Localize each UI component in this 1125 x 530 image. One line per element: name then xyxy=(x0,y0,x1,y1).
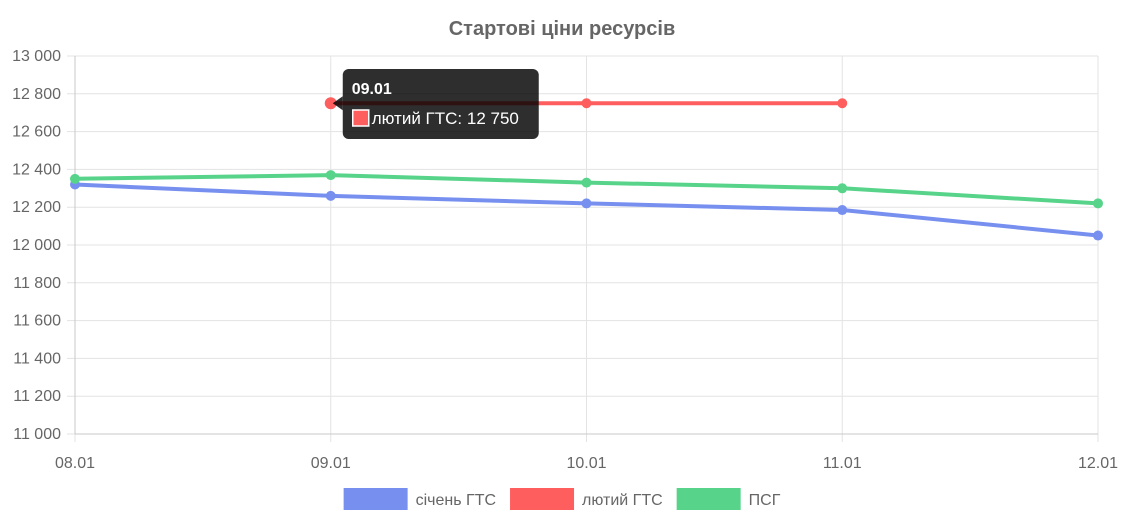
x-tick-label: 09.01 xyxy=(311,455,351,472)
data-point[interactable] xyxy=(1093,230,1103,241)
legend-swatch[interactable] xyxy=(676,488,741,510)
y-tick-label: 11 000 xyxy=(13,426,61,443)
legend-swatch[interactable] xyxy=(510,488,575,510)
x-tick-label: 08.01 xyxy=(55,455,95,472)
y-tick-label: 12 000 xyxy=(12,237,61,254)
tooltip-box xyxy=(342,69,539,139)
chart-title: Стартові ціни ресурсів xyxy=(449,18,676,40)
data-point[interactable] xyxy=(581,177,592,188)
data-point[interactable] xyxy=(581,198,592,209)
tooltip-caret xyxy=(332,96,343,111)
legend-label[interactable]: січень ГТС xyxy=(416,492,496,509)
data-point[interactable] xyxy=(325,170,336,181)
tooltip-title: 09.01 xyxy=(352,81,392,98)
y-tick-label: 12 800 xyxy=(12,86,61,103)
tooltip-label: лютий ГТС: 12 750 xyxy=(372,109,519,128)
data-point[interactable] xyxy=(837,98,848,109)
legend-swatch[interactable] xyxy=(343,488,408,510)
data-point[interactable] xyxy=(70,173,80,184)
y-tick-label: 11 800 xyxy=(13,275,61,292)
y-tick-label: 13 000 xyxy=(12,48,61,65)
x-tick-label: 11.01 xyxy=(823,455,862,472)
y-tick-label: 11 600 xyxy=(13,313,61,330)
legend-label[interactable]: ПСГ xyxy=(749,492,781,509)
tooltip-swatch xyxy=(352,109,370,127)
y-tick-label: 11 200 xyxy=(13,388,61,405)
data-point[interactable] xyxy=(581,98,592,109)
data-point[interactable] xyxy=(324,97,337,110)
legend-label[interactable]: лютий ГТС xyxy=(582,492,663,509)
data-point[interactable] xyxy=(1093,198,1103,209)
y-tick-label: 12 600 xyxy=(12,124,61,141)
data-point[interactable] xyxy=(837,205,848,216)
data-point[interactable] xyxy=(837,183,848,194)
data-point[interactable] xyxy=(325,190,336,201)
y-tick-label: 12 200 xyxy=(12,199,61,216)
y-tick-label: 12 400 xyxy=(12,161,61,178)
y-tick-label: 11 400 xyxy=(13,350,61,367)
x-tick-label: 12.01 xyxy=(1078,455,1118,472)
x-tick-label: 10.01 xyxy=(566,455,606,472)
